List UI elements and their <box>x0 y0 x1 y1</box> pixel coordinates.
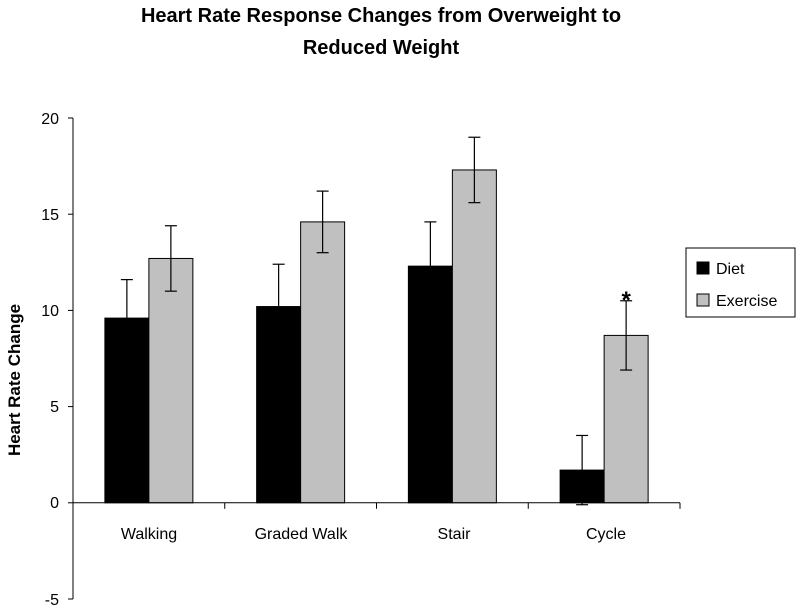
bar-exercise-stair <box>451 169 497 504</box>
y-tick-label-neg5: -5 <box>45 592 59 609</box>
legend-swatch-exercise <box>696 293 710 307</box>
y-axis-label: Heart Rate Change <box>5 304 24 456</box>
chart-title-line-1: Heart Rate Response Changes from Overwei… <box>141 5 621 27</box>
chart-title-line-2: Reduced Weight <box>303 37 460 59</box>
legend-label-exercise: Exercise <box>716 293 777 310</box>
y-tick-label-10: 10 <box>41 303 59 320</box>
y-tick-label-15: 15 <box>41 207 59 224</box>
legend-swatch-diet <box>696 261 710 275</box>
legend: Diet Exercise <box>685 247 796 318</box>
bar-exercise-graded-walk <box>300 221 346 504</box>
y-tick-label-0: 0 <box>50 495 59 512</box>
category-label-stair: Stair <box>438 526 472 543</box>
category-label-graded-walk: Graded Walk <box>255 526 349 543</box>
y-tick-label-5: 5 <box>50 399 59 416</box>
category-label-cycle: Cycle <box>586 526 626 543</box>
bar-exercise-walking <box>148 257 194 504</box>
significance-asterisk: * <box>621 287 631 314</box>
plot-area <box>68 117 681 600</box>
y-tick-label-20: 20 <box>41 111 59 128</box>
legend-label-diet: Diet <box>716 261 745 278</box>
category-label-walking: Walking <box>121 526 177 543</box>
